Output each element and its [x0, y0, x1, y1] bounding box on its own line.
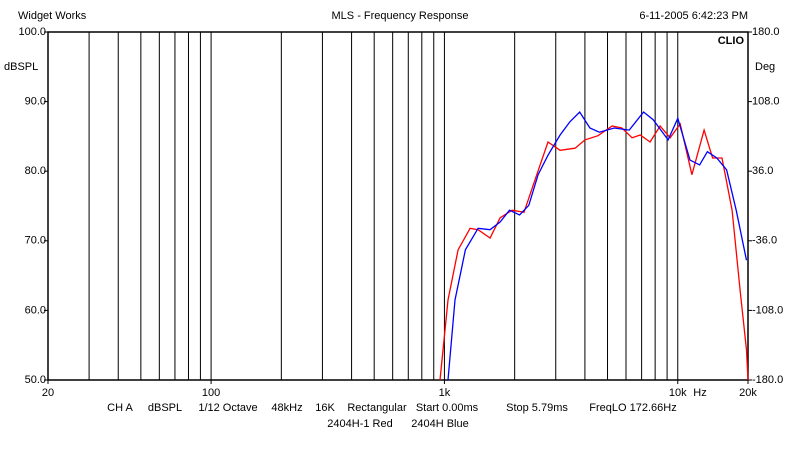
x-tick-label: 20 — [42, 387, 54, 399]
footer-info: CH A — [107, 402, 133, 414]
y-tick-label: 60.0 — [25, 304, 46, 316]
footer-info: Start 0.00ms — [416, 402, 479, 414]
y-tick-label: 80.0 — [25, 165, 46, 177]
y2-tick-label: 180.0 — [752, 26, 780, 38]
x-tick-label: 100 — [202, 387, 220, 399]
legend-entry: 2404H Blue — [411, 418, 469, 430]
y2-tick-label: -108.0 — [752, 304, 783, 316]
series-line — [447, 110, 748, 381]
footer-info: 48kHz — [271, 402, 302, 414]
y-tick-label: 50.0 — [25, 374, 46, 386]
x-tick-label: 1k — [439, 387, 451, 399]
footer-info: Stop 5.79ms — [506, 402, 568, 414]
x-unit: Hz — [693, 387, 706, 399]
footer-info: dBSPL — [148, 402, 182, 414]
header-right: 6-11-2005 6:42:23 PM — [639, 10, 748, 22]
y2-axis-label: Deg — [755, 61, 775, 73]
y-axis-label: dBSPL — [4, 61, 38, 73]
y-tick-label: 100.0 — [18, 26, 46, 38]
y-tick-label: 90.0 — [25, 96, 46, 108]
footer-info: FreqLO 172.66Hz — [589, 402, 676, 414]
plot-frame — [47, 31, 749, 381]
y-tick-label: 70.0 — [25, 235, 46, 247]
x-tick-label: 10k — [669, 387, 687, 399]
brand: CLIO — [718, 35, 745, 47]
footer-info: Rectangular — [347, 402, 407, 414]
y2-tick-label: -180.0 — [752, 374, 783, 386]
header-left: Widget Works — [18, 10, 87, 22]
chart-title: MLS - Frequency Response — [332, 10, 469, 22]
y2-tick-label: 36.0 — [752, 165, 773, 177]
footer-info: 16K — [315, 402, 335, 414]
series-line — [439, 122, 749, 381]
footer-info: 1/12 Octave — [198, 402, 257, 414]
legend-entry: 2404H-1 Red — [327, 418, 392, 430]
x-tick-label: 20k — [739, 387, 757, 399]
y2-tick-label: -36.0 — [752, 235, 777, 247]
y2-tick-label: 108.0 — [752, 96, 780, 108]
